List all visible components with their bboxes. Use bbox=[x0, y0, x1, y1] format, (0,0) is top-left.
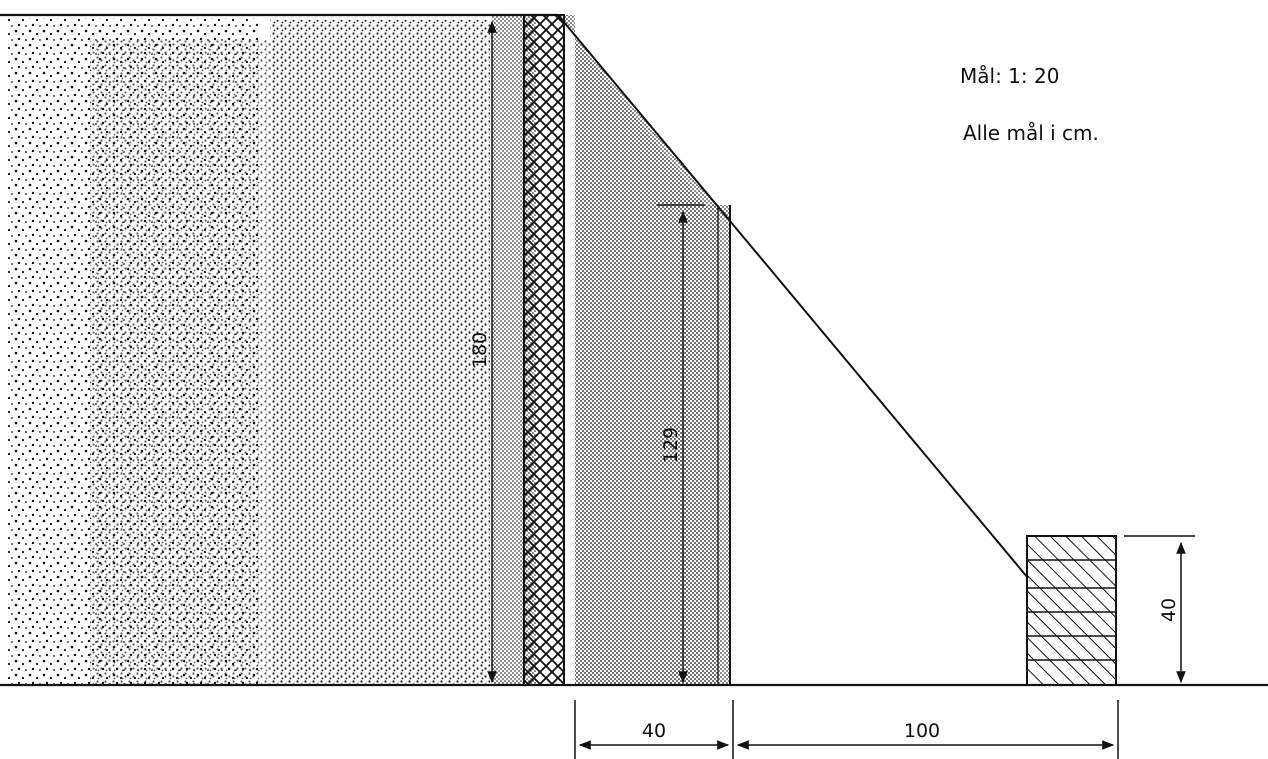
dim-base-width-label: 40 bbox=[642, 720, 666, 742]
dim-total-height-label: 180 bbox=[469, 332, 491, 368]
toe-block bbox=[1026, 535, 1117, 686]
drain-layer bbox=[523, 14, 565, 686]
earth-fill-band bbox=[270, 20, 490, 685]
dim-slope-run-label: 100 bbox=[904, 720, 940, 742]
gravel-wedge bbox=[575, 40, 730, 685]
scale-note: Mål: 1: 20 bbox=[960, 64, 1060, 88]
units-note: Alle mål i cm. bbox=[963, 121, 1099, 145]
slope-line bbox=[557, 14, 1029, 579]
dim-inner-height-label: 129 bbox=[660, 427, 682, 463]
dim-block-height-label: 40 bbox=[1158, 598, 1180, 622]
